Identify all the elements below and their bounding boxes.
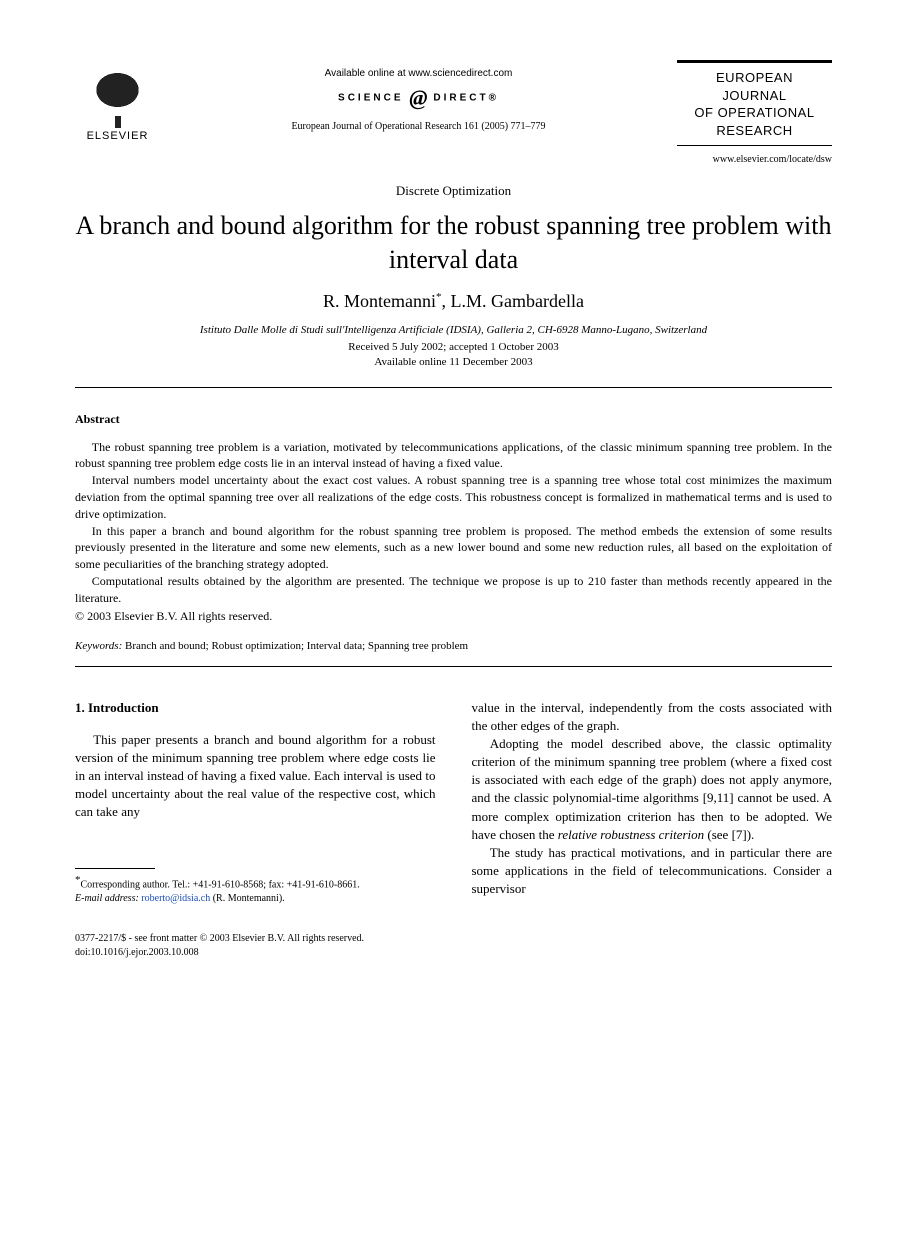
sd-right: DIRECT® (433, 93, 499, 104)
received-date: Received 5 July 2002; accepted 1 October… (75, 340, 832, 355)
journal-url: www.elsevier.com/locate/dsw (677, 154, 832, 165)
keywords: Keywords: Branch and bound; Robust optim… (75, 640, 832, 652)
affiliation: Istituto Dalle Molle di Studi sull'Intel… (75, 324, 832, 336)
abstract-paragraph: The robust spanning tree problem is a va… (75, 439, 832, 473)
article-title: A branch and bound algorithm for the rob… (75, 209, 832, 277)
abstract-paragraph: Interval numbers model uncertainty about… (75, 472, 832, 522)
publisher-name: ELSEVIER (87, 130, 149, 142)
journal-title-box: EUROPEAN JOURNAL OF OPERATIONAL RESEARCH (677, 60, 832, 146)
keywords-label: Keywords: (75, 640, 122, 652)
body-paragraph: value in the interval, independently fro… (472, 699, 833, 735)
column-right: value in the interval, independently fro… (472, 699, 833, 906)
journal-reference: European Journal of Operational Research… (180, 121, 657, 132)
email-line: E-mail address: roberto@idsia.ch (R. Mon… (75, 892, 436, 906)
author-name: R. Montemanni (323, 291, 436, 311)
corresponding-author-note: *Corresponding author. Tel.: +41-91-610-… (75, 873, 436, 892)
publisher-logo: ELSEVIER (75, 60, 160, 145)
copyright-line: © 2003 Elsevier B.V. All rights reserved… (75, 609, 832, 624)
journal-box-wrap: EUROPEAN JOURNAL OF OPERATIONAL RESEARCH… (677, 60, 832, 165)
footnote-rule (75, 868, 155, 869)
sd-left: SCIENCE (338, 93, 403, 104)
body-columns: 1. Introduction This paper presents a br… (75, 699, 832, 906)
divider (75, 666, 832, 667)
online-date: Available online 11 December 2003 (75, 355, 832, 370)
journal-box-line: RESEARCH (683, 122, 826, 140)
abstract-heading: Abstract (75, 412, 832, 427)
footnote: *Corresponding author. Tel.: +41-91-610-… (75, 873, 436, 906)
page-footer: 0377-2217/$ - see front matter © 2003 El… (75, 932, 832, 960)
email-link[interactable]: roberto@idsia.ch (141, 893, 210, 904)
divider (75, 387, 832, 388)
keywords-text: Branch and bound; Robust optimization; I… (122, 640, 468, 652)
journal-box-line: OF OPERATIONAL (683, 104, 826, 122)
section-heading: 1. Introduction (75, 699, 436, 717)
journal-box-line: JOURNAL (683, 87, 826, 105)
sd-at-icon: @ (409, 85, 427, 111)
center-header: Available online at www.sciencedirect.co… (160, 60, 677, 132)
elsevier-tree-icon (80, 60, 155, 120)
body-paragraph: The study has practical motivations, and… (472, 844, 833, 899)
email-tail: (R. Montemanni). (210, 893, 284, 904)
abstract-paragraph: Computational results obtained by the al… (75, 573, 832, 607)
available-online-text: Available online at www.sciencedirect.co… (180, 68, 657, 79)
body-italic: relative robustness criterion (558, 827, 704, 842)
body-paragraph: Adopting the model described above, the … (472, 735, 833, 844)
header-row: ELSEVIER Available online at www.science… (75, 60, 832, 165)
article-dates: Received 5 July 2002; accepted 1 October… (75, 340, 832, 371)
email-label: E-mail address: (75, 893, 139, 904)
doi-line: doi:10.1016/j.ejor.2003.10.008 (75, 946, 832, 960)
author-name: L.M. Gambardella (451, 291, 584, 311)
abstract-paragraph: In this paper a branch and bound algorit… (75, 523, 832, 573)
column-left: 1. Introduction This paper presents a br… (75, 699, 436, 906)
footnote-text: Corresponding author. Tel.: +41-91-610-8… (81, 879, 360, 890)
body-text: (see [7]). (704, 827, 754, 842)
body-paragraph: This paper presents a branch and bound a… (75, 731, 436, 822)
abstract-body: The robust spanning tree problem is a va… (75, 439, 832, 607)
sciencedirect-logo: SCIENCE @ DIRECT® (180, 85, 657, 111)
journal-box-line: EUROPEAN (683, 69, 826, 87)
authors: R. Montemanni*, L.M. Gambardella (75, 291, 832, 312)
section-label: Discrete Optimization (75, 183, 832, 199)
author-separator: , (442, 291, 451, 311)
footer-line: 0377-2217/$ - see front matter © 2003 El… (75, 932, 832, 946)
